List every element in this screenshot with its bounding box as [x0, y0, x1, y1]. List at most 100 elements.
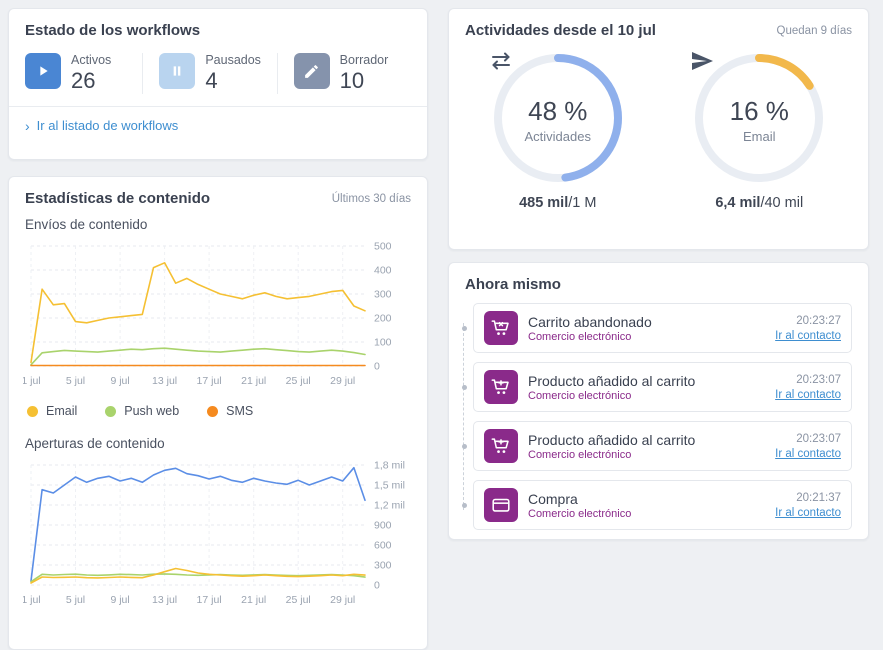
- svg-text:600: 600: [374, 540, 392, 552]
- event-category: Comercio electrónico: [528, 389, 632, 402]
- svg-text:100: 100: [374, 337, 392, 349]
- svg-text:300: 300: [374, 560, 392, 572]
- event-title: Producto añadido al carrito: [528, 372, 696, 389]
- event-row: Producto añadido al carrito Comercio ele…: [461, 362, 852, 412]
- workflows-card-header: Estado de los workflows: [9, 9, 427, 47]
- svg-text:17 jul: 17 jul: [197, 594, 222, 606]
- email-usage-value: 6,4 mil/40 mil: [715, 195, 803, 211]
- stat-label: Pausados: [205, 53, 261, 67]
- svg-text:21 jul: 21 jul: [241, 594, 266, 606]
- now-title: Ahora mismo: [465, 276, 561, 293]
- event-category: Comercio electrónico: [528, 448, 632, 461]
- event-title: Compra: [528, 490, 578, 507]
- workflows-list-link[interactable]: Ir al listado de workflows: [9, 106, 427, 144]
- play-icon: [25, 53, 61, 89]
- go-to-contact-link[interactable]: Ir al contacto: [775, 329, 841, 342]
- legend-label: SMS: [226, 404, 254, 418]
- workflow-stat-paused: Pausados 4: [142, 53, 276, 94]
- workflows-card: Estado de los workflows Activos 26 Pausa…: [8, 8, 428, 160]
- email-gauge: 16 % Email: [690, 49, 828, 187]
- opens-chart-title: Aperturas de contenido: [25, 436, 165, 451]
- legend-label: Email: [46, 404, 78, 418]
- svg-text:1 jul: 1 jul: [23, 594, 41, 606]
- event-category: Comercio electrónico: [528, 507, 632, 520]
- event-time: 20:23:07: [796, 373, 841, 386]
- svg-text:13 jul: 13 jul: [152, 375, 177, 387]
- activities-header: Actividades desde el 10 jul Quedan 9 día…: [449, 9, 868, 47]
- svg-text:13 jul: 13 jul: [152, 594, 177, 606]
- legend-label: Push web: [124, 404, 180, 418]
- workflows-stats-row: Activos 26 Pausados 4 Borrador 10: [9, 47, 427, 106]
- svg-text:1,5 mil: 1,5 mil: [374, 480, 405, 492]
- svg-text:0: 0: [374, 361, 380, 373]
- chart-legend: Email Push web SMS: [9, 392, 427, 434]
- content-stats-card: Estadísticas de contenido Últimos 30 día…: [8, 176, 428, 650]
- svg-text:29 jul: 29 jul: [330, 594, 355, 606]
- pause-icon: [159, 53, 196, 89]
- event-title: Carrito abandonado: [528, 313, 652, 330]
- usage-total: /1 M: [568, 195, 597, 211]
- activities-remaining: Quedan 9 días: [776, 24, 852, 37]
- svg-text:9 jul: 9 jul: [110, 375, 129, 387]
- svg-text:5 jul: 5 jul: [66, 375, 85, 387]
- usage-used: 485 mil: [519, 195, 569, 211]
- event-title: Producto añadido al carrito: [528, 431, 696, 448]
- svg-text:25 jul: 25 jul: [286, 594, 311, 606]
- activities-gauge-block: 48 % Actividades 485 mil/1 M: [457, 49, 659, 211]
- event-time: 20:23:27: [796, 314, 841, 327]
- stat-label: Borrador: [339, 53, 389, 67]
- card-icon: [484, 488, 518, 522]
- content-stats-period: Últimos 30 días: [331, 192, 411, 205]
- svg-text:5 jul: 5 jul: [66, 594, 85, 606]
- activities-title: Actividades desde el 10 jul: [465, 22, 656, 39]
- event-row: Compra Comercio electrónico 20:21:37 Ir …: [461, 480, 852, 530]
- email-percent: 16 %: [729, 96, 789, 126]
- workflow-stat-draft: Borrador 10: [276, 53, 411, 94]
- event-time: 20:23:07: [796, 432, 841, 445]
- usage-used: 6,4 mil: [715, 195, 761, 211]
- activities-card: Actividades desde el 10 jul Quedan 9 día…: [448, 8, 869, 250]
- activities-gauge: 48 % Actividades: [489, 49, 627, 187]
- opens-line-chart: 0 300 600 900 1,2 mil 1,5 mil 1,8 mil 1 jul 5 ju…: [23, 460, 405, 607]
- svg-text:21 jul: 21 jul: [241, 375, 266, 387]
- gauges-row: 48 % Actividades 485 mil/1 M 16 % Email: [449, 47, 868, 211]
- svg-text:900: 900: [374, 520, 392, 532]
- workflows-title: Estado de los workflows: [25, 22, 201, 39]
- workflows-list-link-label: Ir al listado de workflows: [36, 118, 179, 133]
- stat-value: 26: [71, 68, 96, 93]
- svg-text:1 jul: 1 jul: [23, 375, 41, 387]
- go-to-contact-link[interactable]: Ir al contacto: [775, 388, 841, 401]
- sms-series-dot: [207, 405, 219, 417]
- event-row: Carrito abandonado Comercio electrónico …: [461, 303, 852, 353]
- sends-line-chart: 0 100 200 300 400 500 1 jul 5 jul 9 jul 13 jul 17 …: [23, 241, 392, 388]
- cart-plus-icon: [484, 370, 518, 404]
- event-category: Comercio electrónico: [528, 330, 632, 343]
- activities-percent: 48 %: [528, 96, 588, 126]
- sends-chart-title: Envíos de contenido: [25, 217, 148, 232]
- now-card: Ahora mismo Carrito abandonado Comercio …: [448, 262, 869, 540]
- svg-text:29 jul: 29 jul: [330, 375, 355, 387]
- events-timeline: Carrito abandonado Comercio electrónico …: [461, 303, 852, 530]
- content-stats-title: Estadísticas de contenido: [25, 190, 211, 207]
- svg-text:400: 400: [374, 265, 392, 277]
- pushweb-series-dot: [105, 405, 117, 417]
- pencil-icon: [293, 53, 330, 89]
- legend-item-pushweb: Push web: [105, 404, 179, 418]
- event-row: Producto añadido al carrito Comercio ele…: [461, 421, 852, 471]
- now-header: Ahora mismo: [449, 263, 868, 301]
- svg-text:0: 0: [374, 580, 380, 592]
- chevron-right-icon: [25, 119, 30, 133]
- cart-x-icon: [484, 311, 518, 345]
- workflow-stat-active: Activos 26: [25, 53, 142, 94]
- svg-text:1,2 mil: 1,2 mil: [374, 500, 405, 512]
- cart-plus-icon: [484, 429, 518, 463]
- go-to-contact-link[interactable]: Ir al contacto: [775, 506, 841, 519]
- content-stats-header: Estadísticas de contenido Últimos 30 día…: [9, 177, 427, 215]
- go-to-contact-link[interactable]: Ir al contacto: [775, 447, 841, 460]
- svg-text:1,8 mil: 1,8 mil: [374, 460, 405, 472]
- svg-text:300: 300: [374, 289, 392, 301]
- activities-gauge-label: Actividades: [524, 129, 591, 144]
- svg-text:200: 200: [374, 313, 392, 325]
- event-time: 20:21:37: [796, 491, 841, 504]
- email-series-dot: [27, 405, 38, 417]
